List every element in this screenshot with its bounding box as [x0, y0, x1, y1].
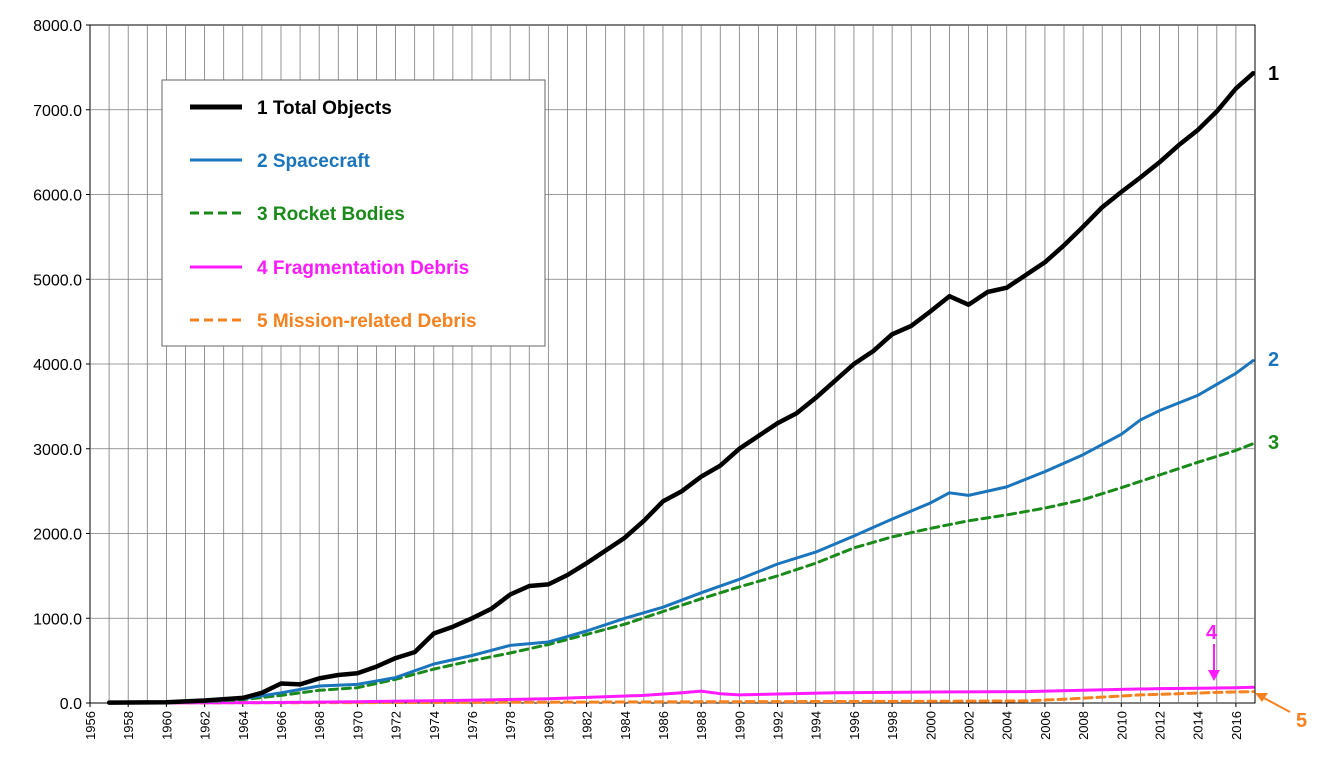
series-line-3-rocket-bodies: [107, 442, 1255, 705]
x-tick-label: 1956: [83, 711, 98, 740]
x-tick-label: 1962: [198, 711, 213, 740]
legend-label-rocket-bodies: 3 Rocket Bodies: [257, 204, 405, 225]
series-line-4-fragmentation-debris: [107, 685, 1255, 705]
y-tick-label: 5000.0: [33, 272, 82, 289]
x-tick-label: 1984: [618, 711, 633, 740]
x-tick-label: 1964: [236, 711, 251, 740]
x-tick-label: 2006: [1038, 711, 1053, 740]
x-tick-label: 1996: [847, 711, 862, 740]
end-label-rocket-bodies: 3: [1268, 432, 1279, 454]
x-tick-label: 2004: [1000, 711, 1015, 740]
x-tick-label: 1958: [121, 711, 136, 740]
y-tick-label: 4000.0: [33, 357, 82, 374]
series-line-2-spacecraft: [107, 359, 1255, 705]
x-tick-label: 1968: [312, 711, 327, 740]
end-labels: 1 2 3 4 5: [1206, 63, 1307, 732]
y-tick-label: 7000.0: [33, 103, 82, 120]
y-tick-label: 1000.0: [33, 611, 82, 628]
x-tick-label: 1994: [809, 711, 824, 740]
legend: 1 Total Objects 2 Spacecraft 3 Rocket Bo…: [161, 79, 546, 347]
x-tick-label: 1992: [771, 711, 786, 740]
x-tick-label: 1990: [732, 711, 747, 740]
legend-label-spacecraft: 2 Spacecraft: [257, 151, 371, 172]
y-tick-label: 2000.0: [33, 527, 82, 544]
arrow-mission-debris: [1261, 696, 1291, 713]
x-tick-label: 1972: [389, 711, 404, 740]
x-tick-label: 2012: [1153, 711, 1168, 740]
legend-label-mission-debris: 5 Mission-related Debris: [257, 311, 477, 332]
legend-box: [161, 79, 546, 347]
x-tick-label: 1974: [427, 711, 442, 740]
series-line-1-total-objects: [106, 71, 1256, 705]
x-tick-label: 1988: [694, 711, 709, 740]
x-tick-label: 1986: [656, 711, 671, 740]
end-label-mission-debris: 5: [1296, 710, 1307, 732]
x-tick-label: 1960: [159, 711, 174, 740]
x-tick-label: 2000: [923, 711, 938, 740]
x-tick-label: 2010: [1114, 711, 1129, 740]
arrow-fragmentation-head: [1208, 670, 1220, 681]
end-label-fragmentation: 4: [1206, 622, 1218, 644]
legend-label-total: 1 Total Objects: [257, 98, 392, 119]
x-tick-label: 1980: [541, 711, 556, 740]
x-tick-label: 1978: [503, 711, 518, 740]
x-tick-label: 2016: [1229, 711, 1244, 740]
x-tick-label: 1982: [580, 711, 595, 740]
y-axis-ticks: 0.0 1000.0 2000.0 3000.0 4000.0 5000.0 6000.0 7…: [33, 18, 90, 713]
x-axis-ticks: 1956 1958 1960 1962 1964 1966 1968 1970 1972 1974…: [83, 703, 1244, 740]
x-tick-label: 1970: [350, 711, 365, 740]
series-lines: [106, 71, 1256, 705]
x-tick-label: 2008: [1076, 711, 1091, 740]
x-tick-label: 1966: [274, 711, 289, 740]
x-tick-label: 1998: [885, 711, 900, 740]
x-tick-label: 1976: [465, 711, 480, 740]
y-tick-label: 3000.0: [33, 442, 82, 459]
x-tick-label: 2014: [1191, 711, 1206, 740]
end-label-total: 1: [1268, 63, 1279, 85]
end-label-spacecraft: 2: [1268, 349, 1279, 371]
y-tick-label: 8000.0: [33, 18, 82, 35]
x-tick-label: 2002: [962, 711, 977, 740]
y-tick-label: 0.0: [60, 696, 82, 713]
y-tick-label: 6000.0: [33, 188, 82, 205]
series-line-5-mission-related-debris: [107, 690, 1255, 705]
arrow-mission-debris-head: [1255, 693, 1268, 702]
legend-label-fragmentation: 4 Fragmentation Debris: [257, 258, 469, 279]
